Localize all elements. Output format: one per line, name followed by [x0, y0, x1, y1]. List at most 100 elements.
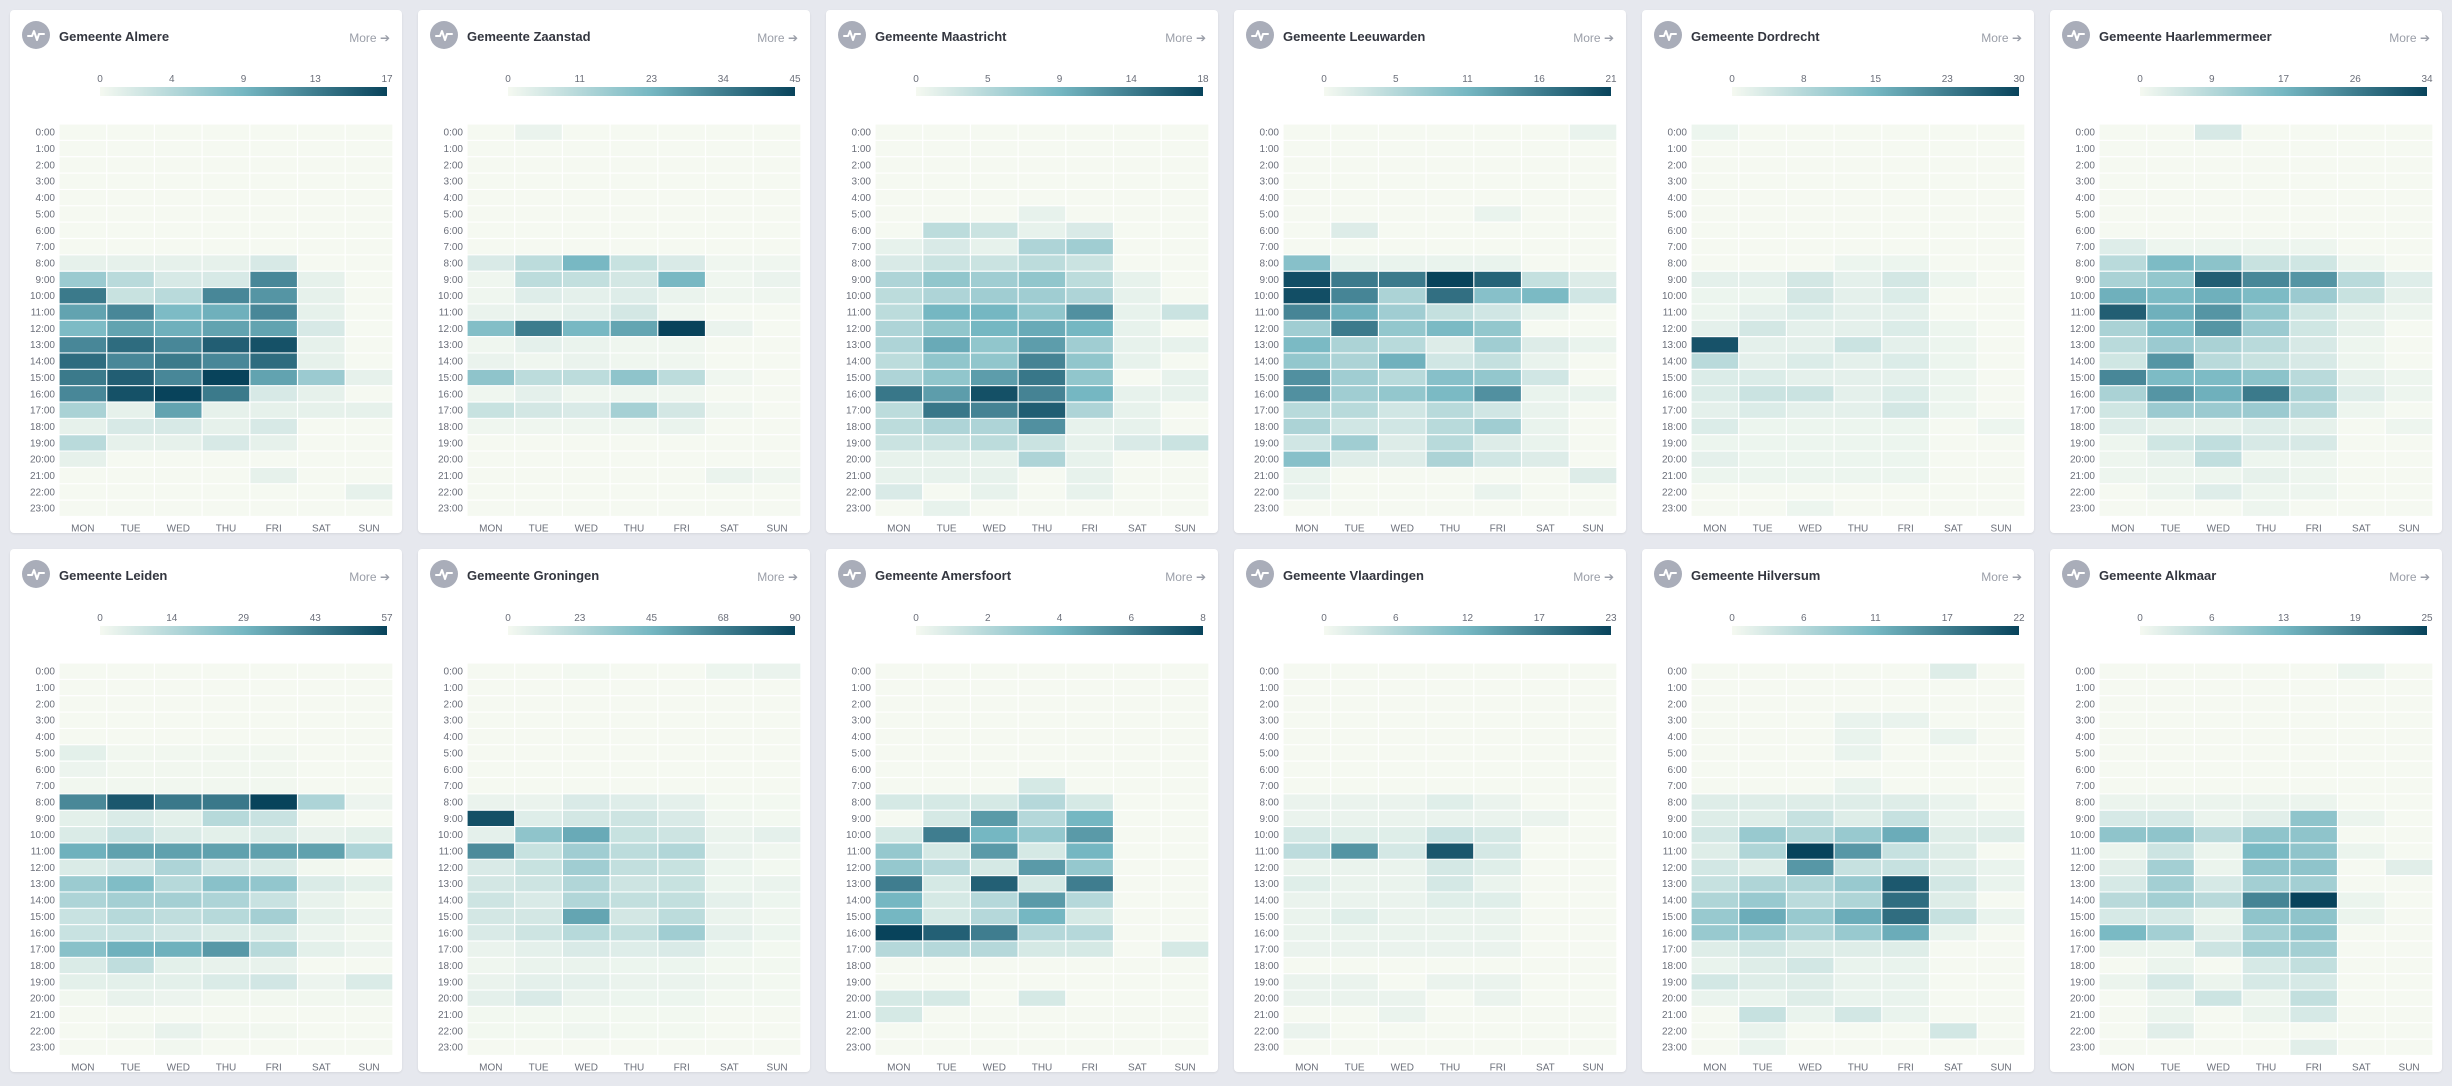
heatmap-cell — [563, 288, 610, 304]
heatmap-cell — [515, 206, 562, 222]
heatmap-cell — [1474, 859, 1521, 875]
heatmap-cell — [610, 500, 658, 516]
heatmap-cell — [1569, 140, 1617, 157]
heatmap-cell — [1283, 696, 1331, 712]
hour-label: 5:00 — [1260, 209, 1280, 220]
heatmap-cell — [345, 484, 393, 500]
heatmap-cell — [1522, 206, 1569, 222]
heatmap-cell — [706, 761, 753, 777]
heatmap-cell — [1161, 124, 1209, 140]
legend-tick: 19 — [2350, 613, 2362, 624]
heatmap-cell — [155, 222, 202, 238]
heatmap-cell — [1522, 271, 1569, 287]
heatmap-cell — [298, 712, 345, 728]
heatmap-cell — [1474, 353, 1521, 369]
more-link[interactable]: More ➔ — [349, 31, 390, 45]
more-link[interactable]: More ➔ — [1165, 570, 1206, 584]
heatmap-cell — [1474, 206, 1521, 222]
hour-label: 12:00 — [1662, 324, 1687, 335]
hour-label: 5:00 — [1668, 209, 1688, 220]
more-link[interactable]: More ➔ — [1165, 31, 1206, 45]
more-link[interactable]: More ➔ — [1573, 570, 1614, 584]
heatmap-chart: 0 2 4 6 80:001:002:003:004:005:006:007:008:0… — [846, 613, 1209, 1072]
heatmap-cell — [467, 140, 515, 157]
heatmap-cell — [1474, 173, 1521, 189]
hour-label: 17:00 — [1662, 406, 1687, 417]
heatmap-cell — [1691, 451, 1739, 467]
heatmap-cell — [2099, 320, 2147, 336]
heatmap-cell — [467, 843, 515, 859]
heatmap-cell — [610, 876, 658, 892]
heatmap-cell — [2147, 418, 2194, 435]
hour-label: 21:00 — [30, 1010, 55, 1021]
legend-tick: 0 — [97, 74, 103, 85]
more-link[interactable]: More ➔ — [2389, 31, 2430, 45]
heatmap-cell — [1161, 222, 1209, 238]
heatmap-cell — [1379, 320, 1426, 336]
heatmap-cell — [563, 827, 610, 843]
card-title: Gemeente Haarlemmermeer — [2099, 29, 2272, 44]
heatmap-cell — [1379, 974, 1426, 990]
more-link[interactable]: More ➔ — [1573, 31, 1614, 45]
heatmap-cell — [2385, 239, 2433, 255]
more-link[interactable]: More ➔ — [349, 570, 390, 584]
day-label: SAT — [312, 1062, 331, 1072]
hour-label: 23:00 — [438, 1043, 463, 1054]
heatmap-cell — [1691, 745, 1739, 761]
heatmap-cell — [59, 124, 107, 140]
heatmap-card: Gemeente Groningen More ➔ 0 23 45 68 90 0:00 1:0… — [418, 549, 810, 1072]
heatmap-cell — [1161, 925, 1209, 941]
heatmap-cell — [1522, 190, 1569, 206]
heatmap-cell — [610, 157, 658, 173]
heatmap-cell — [155, 892, 202, 908]
heatmap-cell — [1426, 288, 1474, 304]
heatmap-cell — [1522, 990, 1569, 1006]
heatmap-cell — [1066, 484, 1113, 500]
more-link[interactable]: More ➔ — [757, 31, 798, 45]
heatmap-cell — [202, 222, 250, 238]
more-link[interactable]: More ➔ — [757, 570, 798, 584]
heatmap-cell — [753, 500, 801, 516]
more-link[interactable]: More ➔ — [1981, 31, 2022, 45]
heatmap-cell — [250, 140, 297, 157]
heatmap-cell — [2195, 843, 2242, 859]
heatmap-cell — [923, 876, 970, 892]
more-link[interactable]: More ➔ — [2389, 570, 2430, 584]
heatmap-cell — [875, 696, 923, 712]
legend-tick: 0 — [913, 74, 919, 85]
heatmap-cell — [2242, 925, 2290, 941]
heatmap-cell — [923, 794, 970, 810]
heatmap-cell — [345, 990, 393, 1006]
heatmap-cell — [59, 418, 107, 435]
heatmap-cell — [2290, 990, 2337, 1006]
heatmap-cell — [2195, 974, 2242, 990]
hour-label: 15:00 — [2070, 373, 2095, 384]
hour-label: 22:00 — [30, 1026, 55, 1037]
heatmap-cell — [2290, 663, 2337, 679]
heatmap-cell — [1834, 827, 1882, 843]
heatmap-cell — [1739, 500, 1786, 516]
heatmap-cell — [2338, 1023, 2385, 1039]
heatmap-cell — [1474, 892, 1521, 908]
heatmap-cell — [2290, 500, 2337, 516]
heatmap-cell — [1977, 157, 2025, 173]
heatmap-cell — [2099, 190, 2147, 206]
hour-label: 22:00 — [846, 487, 871, 498]
heatmap-cell — [1426, 990, 1474, 1006]
heatmap-cell — [971, 239, 1018, 255]
heatmap-cell — [1161, 288, 1209, 304]
hour-label: 10:00 — [1662, 291, 1687, 302]
heatmap-cell — [1331, 157, 1378, 173]
heatmap-cell — [250, 696, 297, 712]
more-link[interactable]: More ➔ — [1981, 570, 2022, 584]
day-label: WED — [983, 523, 1006, 533]
heatmap-cell — [1066, 990, 1113, 1006]
heatmap-cell — [2242, 140, 2290, 157]
heatmap-card: Gemeente Almere More ➔ 0 4 9 13 17 0:00 1:00 2:00… — [10, 10, 402, 533]
heatmap-cell — [2385, 712, 2433, 728]
heatmap-cell — [345, 157, 393, 173]
heatmap-cell — [971, 729, 1018, 745]
hour-label: 8:00 — [852, 798, 872, 809]
heatmap-cell — [345, 729, 393, 745]
heatmap-cell — [563, 369, 610, 386]
